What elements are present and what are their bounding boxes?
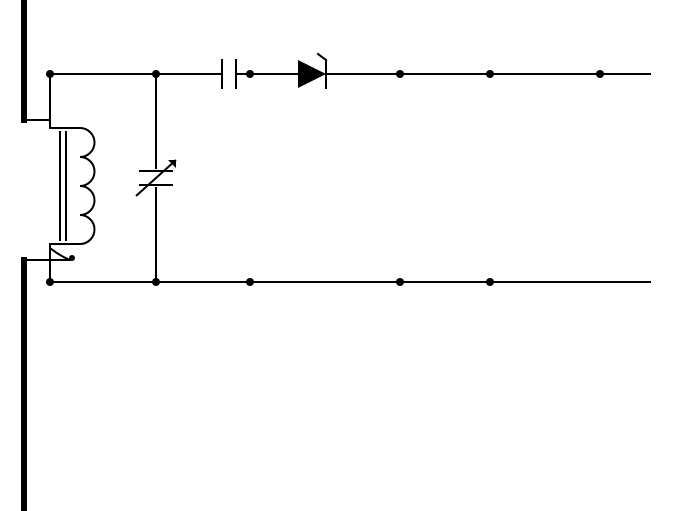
diode-vd2-triangle bbox=[298, 60, 326, 88]
inductor-l1 bbox=[80, 128, 95, 244]
